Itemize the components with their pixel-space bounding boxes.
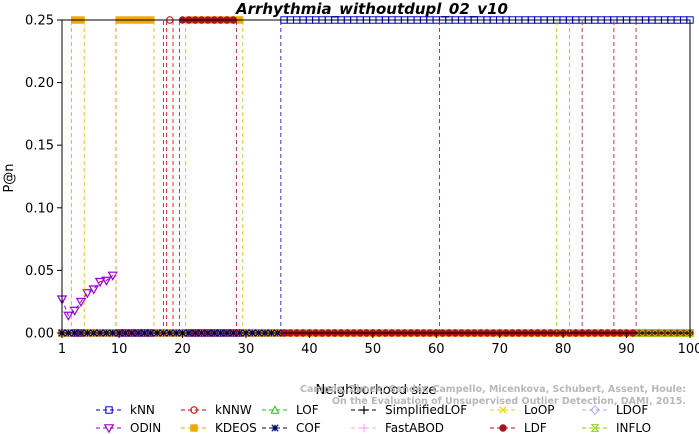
series-marker <box>69 306 80 316</box>
legend-item-knn: kNN <box>96 403 155 417</box>
legend-item-kdeos: KDEOS <box>181 421 257 434</box>
y-tick-label: 0.25 <box>25 14 54 29</box>
legend-item-inflo: INFLO <box>582 421 651 434</box>
legend-label: ODIN <box>130 421 161 434</box>
legend-item-cof: COF <box>262 421 321 434</box>
series-marker <box>75 297 87 308</box>
legend-label: LDOF <box>616 403 648 417</box>
x-tick-label: 80 <box>555 342 572 357</box>
legend-label: kNNW <box>215 403 252 417</box>
legend-item-knnw: kNNW <box>181 403 252 417</box>
legend-label: SimplifiedLOF <box>385 403 467 417</box>
series-marker <box>660 329 670 337</box>
legend-label: INFLO <box>616 421 651 434</box>
legend-label: LDF <box>524 421 547 434</box>
x-tick-label: 70 <box>491 342 508 357</box>
series-marker <box>647 329 657 337</box>
legend-marker <box>190 424 198 432</box>
legend-label: LoOP <box>524 403 555 417</box>
x-axis-title: Neighborhood size <box>316 383 437 398</box>
series-marker <box>653 329 663 337</box>
legend-marker <box>190 406 198 414</box>
legend-item-ldof: LDOF <box>582 403 648 417</box>
legend-marker <box>590 405 600 415</box>
y-tick-label: 0.15 <box>25 139 54 154</box>
legend-marker <box>103 424 115 434</box>
legend-item-loop: LoOP <box>490 403 555 417</box>
series-marker <box>666 329 676 337</box>
series-marker <box>63 311 74 321</box>
legend-marker <box>359 423 369 433</box>
legend-marker <box>270 405 280 414</box>
x-tick-label: 60 <box>428 342 445 357</box>
y-axis-title: P@n <box>2 163 17 192</box>
x-tick-label: 50 <box>365 342 382 357</box>
series-marker <box>101 276 112 286</box>
series-marker <box>672 329 682 337</box>
x-tick-label: 30 <box>238 342 255 357</box>
legend-label: LOF <box>296 403 319 417</box>
series-marker <box>641 329 651 337</box>
series-marker <box>685 329 695 337</box>
series-marker <box>107 271 118 281</box>
legend-item-ldf: LDF <box>490 421 547 434</box>
series-marker <box>94 277 106 288</box>
series-kdeos <box>58 16 694 337</box>
legend-label: kNN <box>130 403 155 417</box>
legend-item-simplifiedlof: SimplifiedLOF <box>351 403 467 417</box>
legend-marker <box>590 424 600 432</box>
y-tick-label: 0.20 <box>25 76 54 91</box>
legend-marker <box>359 405 369 415</box>
series-odin <box>56 20 118 333</box>
legend-item-lof: LOF <box>262 403 319 417</box>
x-tick-label: 20 <box>174 342 191 357</box>
series-inflo <box>556 20 695 337</box>
legend-marker <box>271 424 279 432</box>
legend-item-odin: ODIN <box>96 421 161 434</box>
y-tick-label: 0.10 <box>25 201 54 216</box>
chart-title: Arrhythmia_withoutdupl_02_v10 <box>235 0 508 18</box>
series-marker <box>634 329 644 337</box>
series-marker <box>82 289 93 299</box>
series-marker <box>679 329 689 337</box>
legend-marker <box>499 424 507 432</box>
x-tick-label: 40 <box>301 342 318 357</box>
watermark-line-1: Campos, Zimek, Sander, Campello, Micenko… <box>300 384 686 395</box>
x-tick-label: 10 <box>111 342 128 357</box>
legend-label: FastABOD <box>385 421 444 434</box>
x-tick-label: 100 <box>678 342 699 357</box>
legend-item-fastabod: FastABOD <box>351 421 444 434</box>
legend-label: COF <box>296 421 321 434</box>
legend-marker <box>499 406 507 414</box>
watermark-line-2: On the Evaluation of Unsupervised Outlie… <box>332 396 686 407</box>
legend-marker <box>105 406 113 414</box>
x-tick-label: 90 <box>618 342 635 357</box>
series-marker <box>88 285 99 295</box>
plot-frame <box>61 19 691 334</box>
y-tick-label: 0.05 <box>25 264 54 279</box>
y-tick-label: 0.00 <box>25 327 54 342</box>
legend-label: KDEOS <box>215 421 257 434</box>
x-tick-label: 1 <box>58 342 66 357</box>
